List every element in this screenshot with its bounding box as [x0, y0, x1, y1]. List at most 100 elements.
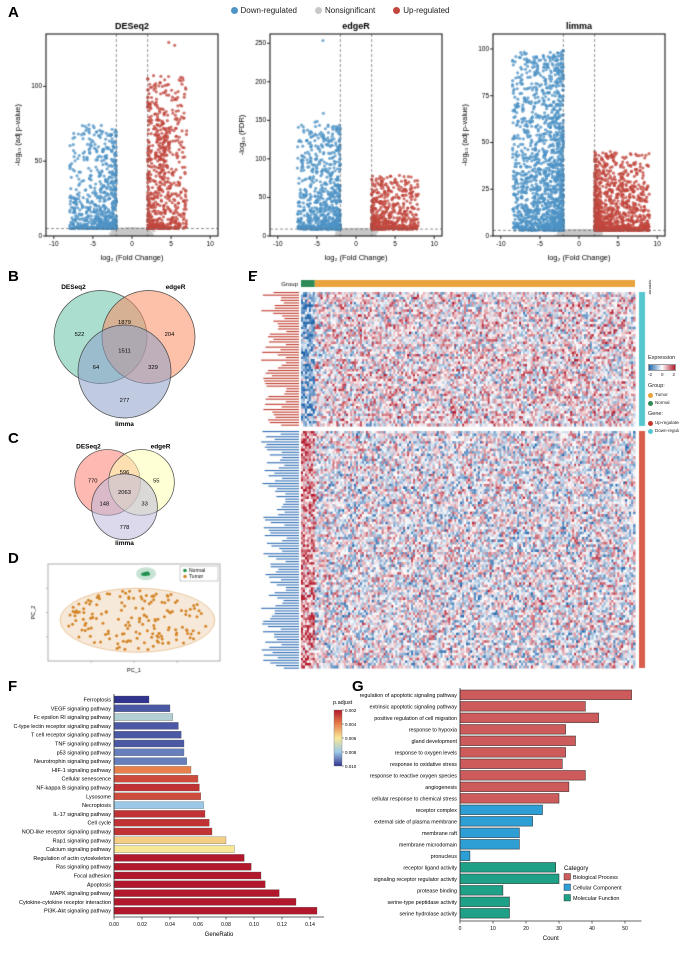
cluster-scatter-plot — [28, 560, 224, 676]
svg-text:0: 0 — [459, 926, 462, 932]
legend-swatch — [648, 393, 653, 399]
legend-label: Down-regulated — [240, 6, 297, 15]
panel-label-G: G — [352, 678, 364, 695]
svg-text:DESeq2: DESeq2 — [76, 443, 101, 450]
svg-text:response to reactive oxygen sp: response to reactive oxygen species — [370, 773, 458, 779]
venn-svg: DESeq2 edgeR limma 770 55 778 596 148 33 2063 — [74, 443, 175, 547]
svg-text:NOD-like receptor signaling pa: NOD-like receptor signaling pathway — [22, 830, 112, 836]
kegg-svg: Ferroptosis VEGF signaling pathway Fc epsi… — [13, 694, 357, 938]
svg-text:778: 778 — [120, 525, 130, 531]
svg-text:pronucleus: pronucleus — [431, 854, 458, 860]
svg-text:Category: Category — [564, 866, 588, 872]
svg-text:0.14: 0.14 — [305, 922, 315, 928]
svg-text:extrinsic apoptotic signaling: extrinsic apoptotic signaling pathway — [370, 704, 458, 710]
svg-text:NF-kappa B signaling pathway: NF-kappa B signaling pathway — [36, 786, 111, 792]
svg-text:0.006: 0.006 — [345, 736, 357, 741]
svg-text:10: 10 — [490, 926, 496, 932]
legend-item: Nonsignificant — [314, 6, 375, 15]
legend-item: Up-regulated — [393, 6, 449, 15]
svg-text:edgeR: edgeR — [151, 443, 171, 450]
svg-text:64: 64 — [93, 365, 100, 371]
svg-text:596: 596 — [120, 470, 130, 476]
group-legend-item: Tumor — [648, 392, 679, 399]
svg-text:membrane microdomain: membrane microdomain — [399, 842, 457, 848]
svg-text:membrane raft: membrane raft — [422, 831, 458, 837]
svg-text:HIF-1 signaling pathway: HIF-1 signaling pathway — [52, 768, 111, 774]
svg-text:148: 148 — [100, 502, 110, 508]
svg-text:Regulation of actin cytoskelet: Regulation of actin cytoskeleton — [33, 856, 111, 862]
svg-text:1879: 1879 — [118, 320, 131, 326]
svg-text:0.02: 0.02 — [137, 922, 147, 928]
venn-diagram-upregulated: DESeq2 edgeR limma 522 204 277 1879 64 329 1511 — [22, 277, 227, 432]
panel-label-C: C — [8, 430, 19, 447]
svg-text:Lysosome: Lysosome — [86, 794, 111, 800]
svg-text:external side of plasma membra: external side of plasma membrane — [374, 819, 457, 825]
legend-dot-icon — [314, 7, 322, 14]
svg-text:IL-17 signaling pathway: IL-17 signaling pathway — [53, 812, 111, 818]
panel-label-F: F — [8, 678, 18, 695]
svg-text:MAPK signaling pathway: MAPK signaling pathway — [50, 891, 111, 897]
svg-text:Biological Process: Biological Process — [573, 875, 618, 881]
svg-text:Apoptosis: Apoptosis — [87, 882, 111, 888]
venn-svg: DESeq2 edgeR limma 522 204 277 1879 64 329 1511 — [53, 284, 196, 428]
panel-label-E: E — [248, 268, 259, 285]
svg-text:protease binding: protease binding — [417, 888, 457, 894]
svg-text:positive regulation of cell mi: positive regulation of cell migration — [374, 716, 457, 722]
svg-text:2063: 2063 — [118, 490, 131, 496]
svg-text:limma: limma — [115, 540, 134, 546]
svg-text:serine hydrolase activity: serine hydrolase activity — [399, 911, 457, 917]
svg-text:50: 50 — [622, 926, 628, 932]
svg-text:0.008: 0.008 — [345, 750, 357, 755]
svg-text:329: 329 — [148, 365, 158, 371]
svg-text:0.12: 0.12 — [277, 922, 287, 928]
group-legend-item: Normal — [648, 400, 679, 407]
svg-text:p53 signaling pathway: p53 signaling pathway — [57, 750, 112, 756]
svg-text:20: 20 — [523, 926, 529, 932]
volcano-legend: Down-regulated Nonsignificant Up-regulated — [160, 6, 520, 15]
svg-text:0.00: 0.00 — [109, 922, 119, 928]
volcano-plot-deseq2 — [12, 18, 226, 264]
expression-legend-title: Expression — [648, 355, 676, 361]
svg-text:VEGF signaling pathway: VEGF signaling pathway — [51, 706, 111, 712]
svg-text:55: 55 — [153, 478, 159, 484]
svg-text:edgeR: edgeR — [166, 284, 186, 291]
svg-text:0.002: 0.002 — [345, 708, 357, 713]
svg-text:0.08: 0.08 — [221, 922, 231, 928]
svg-text:Focal adhesion: Focal adhesion — [74, 874, 111, 880]
gene-legend-item: Up-regulated — [648, 420, 679, 427]
svg-text:33: 33 — [141, 502, 147, 508]
legend-swatch — [648, 421, 653, 427]
go-svg: regulation of apoptotic signaling pathwa… — [360, 688, 642, 942]
svg-text:TNF signaling pathway: TNF signaling pathway — [55, 742, 111, 748]
svg-text:Neurotrophin signaling pathway: Neurotrophin signaling pathway — [34, 759, 111, 765]
svg-text:Count: Count — [543, 936, 559, 942]
expression-tick: -2 — [648, 371, 653, 377]
volcano-plot-limma — [459, 18, 673, 264]
svg-text:Ras signaling pathway: Ras signaling pathway — [56, 865, 111, 871]
legend-item: Down-regulated — [230, 6, 297, 15]
legend-dot-icon — [393, 7, 401, 14]
gene-legend-title: Gene: — [648, 411, 663, 418]
svg-text:0.10: 0.10 — [249, 922, 259, 928]
svg-text:0.010: 0.010 — [345, 764, 357, 769]
svg-text:Calcium signaling pathway: Calcium signaling pathway — [46, 847, 111, 853]
svg-text:angiogenesis: angiogenesis — [425, 785, 457, 791]
svg-text:receptor complex: receptor complex — [416, 808, 458, 814]
svg-text:Cellular senescence: Cellular senescence — [61, 777, 111, 783]
legend-label: Up-regulated — [655, 420, 679, 426]
panel-label-D: D — [8, 550, 19, 567]
svg-text:Cell cycle: Cell cycle — [87, 821, 111, 827]
svg-text:signaling receptor regulator a: signaling receptor regulator activity — [374, 877, 458, 883]
svg-text:Cellular Component: Cellular Component — [573, 886, 622, 892]
legend-label: Normal — [655, 399, 670, 405]
svg-text:40: 40 — [589, 926, 595, 932]
legend-swatch — [648, 400, 653, 406]
svg-text:1511: 1511 — [118, 349, 130, 355]
svg-text:0.04: 0.04 — [165, 922, 175, 928]
go-enrichment-bar-chart: regulation of apoptotic signaling pathwa… — [356, 684, 678, 957]
svg-text:Ferroptosis: Ferroptosis — [83, 698, 111, 704]
svg-text:Necroptosis: Necroptosis — [82, 803, 111, 809]
panel-label-B: B — [8, 268, 19, 285]
svg-text:cellular response to chemical: cellular response to chemical stress — [372, 796, 458, 802]
gene-legend-item: Down-regulated — [648, 428, 679, 435]
